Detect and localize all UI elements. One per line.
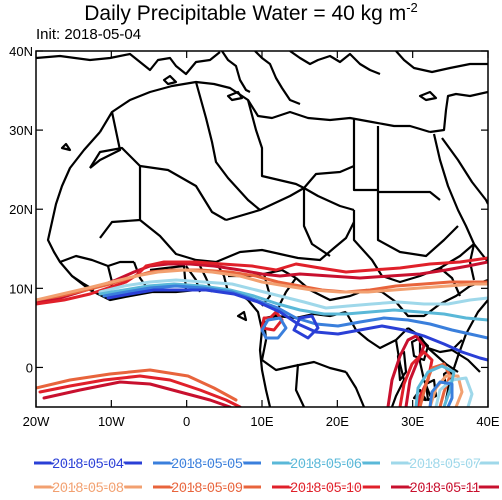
legend-label: 2018-05-06 xyxy=(290,455,362,471)
lat-tick-label: 40N xyxy=(9,44,33,59)
lon-tick-label: 0 xyxy=(183,414,190,429)
lon-tick-label: 10E xyxy=(250,414,273,429)
init-date-label: Init: 2018-05-04 xyxy=(36,26,142,43)
legend-label: 2018-05-10 xyxy=(290,479,362,495)
contour-2018-05-10 xyxy=(36,256,488,306)
contour-2018-05-07 xyxy=(98,278,488,310)
legend-label: 2018-05-04 xyxy=(52,455,124,471)
lat-tick-label: 0 xyxy=(26,360,33,375)
lon-tick-label: 10W xyxy=(98,414,125,429)
contour-2018-05-06 xyxy=(98,282,488,322)
legend: 2018-05-04 2018-05-05 2018-05-06 2018-05-07… xyxy=(34,454,499,497)
pw-contours xyxy=(36,256,488,407)
legend-label: 2018-05-11 xyxy=(410,479,481,495)
contour-2018-05-08 xyxy=(36,268,488,302)
lon-tick-label: 20W xyxy=(23,414,50,429)
contour-2018-05-05 xyxy=(102,284,488,340)
lat-tick-label: 10N xyxy=(9,281,33,296)
lon-tick-label: 30E xyxy=(401,414,424,429)
lat-tick-label: 20N xyxy=(9,202,33,217)
map-title: Daily Precipitable Water = 40 kg m-2 xyxy=(84,0,418,25)
lat-tick-label: 30N xyxy=(9,123,33,138)
lon-tick-label: 40E xyxy=(476,414,499,429)
legend-label: 2018-05-07 xyxy=(409,455,481,471)
axis-ticks: 20W 10W 0 10E 20E 30E 40E 40N 30N 20N 10N 0 xyxy=(9,44,500,429)
lon-tick-label: 20E xyxy=(326,414,349,429)
legend-label: 2018-05-09 xyxy=(171,479,243,495)
legend-label: 2018-05-08 xyxy=(52,479,124,495)
legend-label: 2018-05-05 xyxy=(171,455,243,471)
